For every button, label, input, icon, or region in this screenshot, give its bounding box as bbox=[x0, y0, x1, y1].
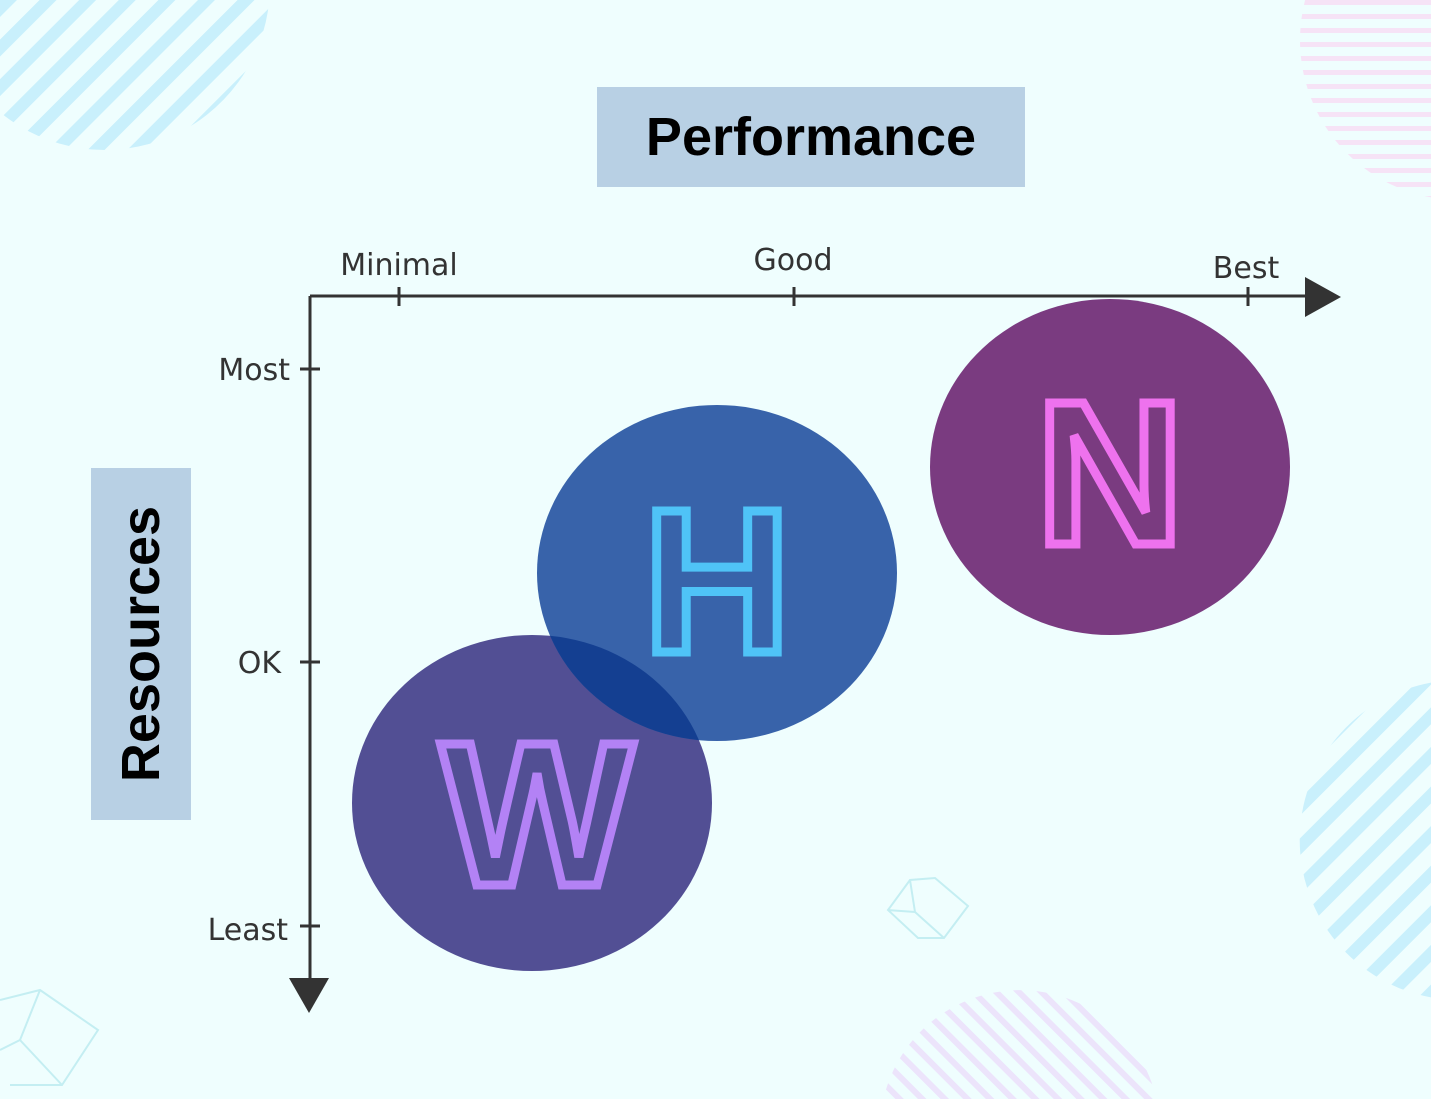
y-tick-least: Least bbox=[208, 913, 289, 948]
y-axis-title-text: Resources bbox=[111, 505, 171, 783]
node-w-circle bbox=[352, 635, 712, 971]
y-tick-most: Most bbox=[218, 353, 290, 388]
decor-stripe-circle bbox=[1299, 682, 1431, 998]
y-axis-title: Resources bbox=[91, 468, 191, 820]
node-h-letter: H bbox=[643, 467, 791, 696]
decor-stripe-circle bbox=[0, 0, 270, 151]
x-tick-minimal: Minimal bbox=[340, 248, 458, 283]
x-tick-good: Good bbox=[754, 243, 833, 278]
y-tick-ok: OK bbox=[238, 646, 283, 681]
y-axis-arrow-icon bbox=[289, 978, 329, 1013]
axes bbox=[300, 287, 1310, 985]
node-n-circle bbox=[930, 299, 1290, 635]
x-axis-title: Performance bbox=[597, 87, 1025, 187]
node-h-circle bbox=[537, 405, 897, 741]
node-n-letter: N bbox=[1036, 359, 1184, 588]
decor-stripe-circle bbox=[883, 990, 1157, 1099]
decor-stripe-circle bbox=[1300, 0, 1431, 198]
node-w-letter: W bbox=[440, 700, 634, 929]
decor-cube-icon bbox=[0, 876, 970, 1086]
x-axis-arrow-icon bbox=[1305, 277, 1341, 317]
x-tick-best: Best bbox=[1213, 251, 1280, 286]
x-axis-title-text: Performance bbox=[645, 107, 977, 167]
